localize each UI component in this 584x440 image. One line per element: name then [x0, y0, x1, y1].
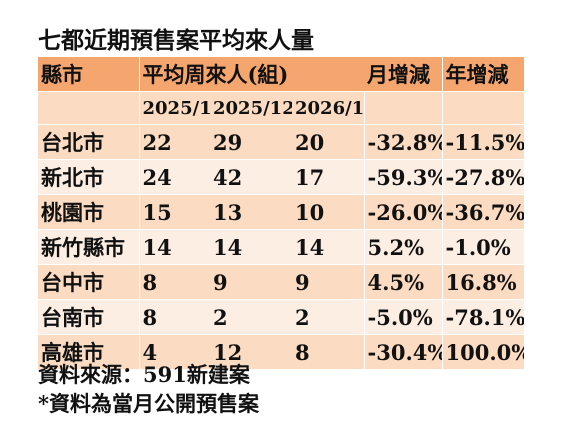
yoy-cell: 100.0%: [442, 334, 525, 370]
period-label: 2025/1: [139, 91, 210, 125]
yoy-cell: -1.0%: [442, 229, 525, 265]
city-cell: 高雄市: [38, 334, 140, 370]
value-cell: 20: [292, 124, 365, 160]
value-cell: 2: [292, 299, 365, 335]
period-blank: [38, 91, 140, 125]
city-cell: 新北市: [38, 159, 140, 195]
header-row: 縣市 平均周來人(組) 月增減 年增減: [38, 57, 525, 92]
value-cell: 4: [139, 334, 210, 370]
city-cell: 桃園市: [38, 194, 140, 230]
city-cell: 新竹縣市: [38, 229, 140, 265]
value-cell: 8: [292, 334, 365, 370]
value-cell: 17: [292, 159, 365, 195]
table-row: 台北市 22 29 20 -32.8% -11.5%: [38, 124, 525, 160]
period-label: 2026/1: [292, 91, 365, 125]
mom-cell: 5.2%: [364, 229, 443, 265]
value-cell: 8: [139, 299, 210, 335]
presale-visitor-table: 縣市 平均周來人(組) 月增減 年增減 2025/1 2025/12 2026/…: [38, 57, 525, 370]
value-cell: 8: [139, 264, 210, 300]
period-blank: [442, 91, 525, 125]
value-cell: 14: [292, 229, 365, 265]
city-cell: 台南市: [38, 299, 140, 335]
yoy-cell: -36.7%: [442, 194, 525, 230]
yoy-cell: -11.5%: [442, 124, 525, 160]
table-row: 台南市 8 2 2 -5.0% -78.1%: [38, 299, 525, 335]
value-cell: 13: [210, 194, 292, 230]
value-cell: 12: [210, 334, 292, 370]
yoy-cell: -27.8%: [442, 159, 525, 195]
value-cell: 2: [210, 299, 292, 335]
table-row: 台中市 8 9 9 4.5% 16.8%: [38, 264, 525, 300]
value-cell: 15: [139, 194, 210, 230]
value-cell: 14: [139, 229, 210, 265]
value-cell: 42: [210, 159, 292, 195]
value-cell: 14: [210, 229, 292, 265]
mom-cell: 4.5%: [364, 264, 443, 300]
table-row: 新竹縣市 14 14 14 5.2% -1.0%: [38, 229, 525, 265]
period-row: 2025/1 2025/12 2026/1: [38, 91, 525, 125]
source-note: 資料來源：591新建案: [38, 362, 250, 387]
value-cell: 24: [139, 159, 210, 195]
data-note: *資料為當月公開預售案: [38, 391, 259, 416]
table-title: 七都近期預售案平均來人量: [38, 27, 314, 54]
value-cell: 29: [210, 124, 292, 160]
value-cell: 9: [292, 264, 365, 300]
header-year-change: 年增減: [442, 57, 525, 92]
value-cell: 22: [139, 124, 210, 160]
yoy-cell: 16.8%: [442, 264, 525, 300]
table-row: 新北市 24 42 17 -59.3% -27.8%: [38, 159, 525, 195]
mom-cell: -30.4%: [364, 334, 443, 370]
mom-cell: -26.0%: [364, 194, 443, 230]
table-row: 高雄市 4 12 8 -30.4% 100.0%: [38, 334, 525, 370]
mom-cell: -59.3%: [364, 159, 443, 195]
footnotes: 資料來源：591新建案 *資料為當月公開預售案: [38, 360, 259, 418]
value-cell: 9: [210, 264, 292, 300]
value-cell: 10: [292, 194, 365, 230]
mom-cell: -5.0%: [364, 299, 443, 335]
mom-cell: -32.8%: [364, 124, 443, 160]
period-label: 2025/12: [210, 91, 292, 125]
city-cell: 台北市: [38, 124, 140, 160]
header-city: 縣市: [38, 57, 140, 92]
yoy-cell: -78.1%: [442, 299, 525, 335]
header-avg-weekly-visitors: 平均周來人(組): [139, 57, 365, 92]
table-row: 桃園市 15 13 10 -26.0% -36.7%: [38, 194, 525, 230]
period-blank: [364, 91, 443, 125]
city-cell: 台中市: [38, 264, 140, 300]
header-month-change: 月增減: [364, 57, 443, 92]
